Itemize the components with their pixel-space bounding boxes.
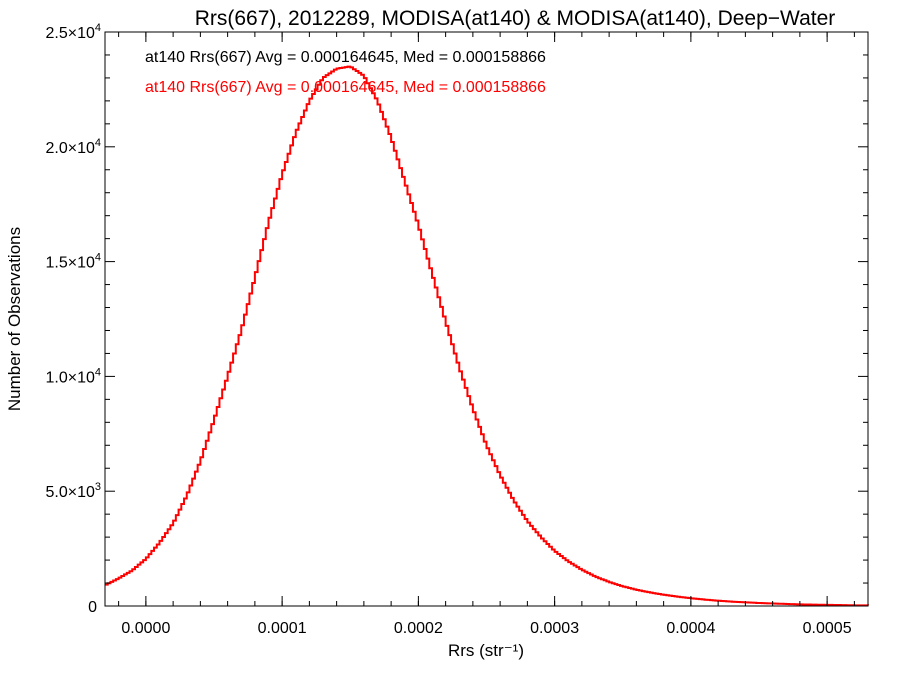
series-line-0 [105,65,869,607]
x-tick-label: 0.0000 [121,620,170,637]
x-tick-label: 0.0002 [394,620,443,637]
ticks-layer: 0.0000 0.0001 0.0002 0.0003 0.0004 0.0005 0 5.0… [45,22,868,637]
x-tick-label: 0.0003 [530,620,579,637]
y-tick-label: 5.0×103 [45,481,101,501]
chart-title: Rrs(667), 2012289, MODISA(at140) & MODIS… [195,7,836,30]
x-tick-label: 0.0005 [803,620,852,637]
x-tick-label: 0.0004 [666,620,715,637]
legend-entry-red: at140 Rrs(667) Avg = 0.000164645, Med = … [145,79,546,96]
plot-frame [104,31,869,607]
y-tick-label: 1.5×104 [45,252,101,272]
y-tick-label: 1.0×104 [45,366,101,386]
legend-entry-black: at140 Rrs(667) Avg = 0.000164645, Med = … [145,49,546,66]
x-tick-label: 0.0001 [258,620,307,637]
y-tick-label: 2.5×104 [45,22,101,42]
y-axis-label: Number of Observations [5,227,24,411]
y-tick-label: 2.0×104 [45,137,101,157]
x-axis-label: Rrs (str⁻¹) [448,641,524,660]
series-layer [105,65,869,607]
y-tick-label: 0 [88,599,97,616]
